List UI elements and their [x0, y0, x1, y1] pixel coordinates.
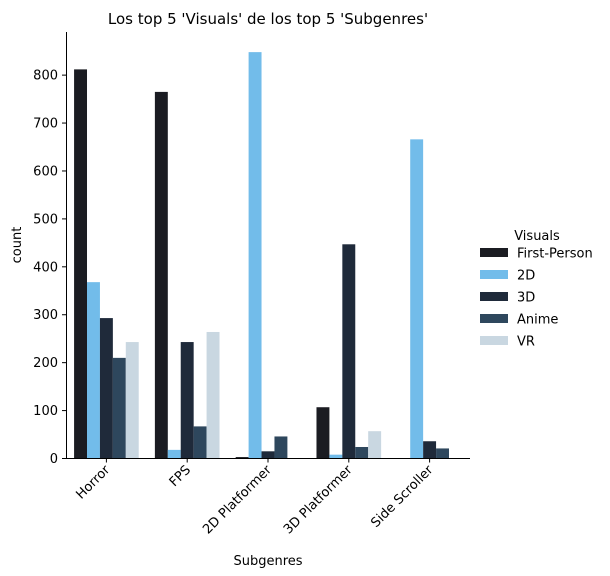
legend-swatch	[480, 292, 508, 301]
y-tick-label: 600	[33, 164, 58, 179]
bar-anime	[436, 448, 449, 459]
bar-anime	[355, 446, 369, 459]
bar-3d	[99, 318, 113, 459]
y-axis-ticks: 0 100 200 300 400 500 600 700 800	[33, 69, 66, 467]
bar-2d	[329, 454, 343, 459]
x-tick-label: Side Scroller	[368, 462, 437, 531]
bar-3d	[423, 441, 437, 459]
bar-first-person	[316, 407, 330, 459]
bar-first-person	[154, 91, 168, 459]
y-tick-label: 700	[33, 117, 58, 132]
x-tick-label: 3D Platformer	[281, 462, 356, 537]
plot-area	[74, 52, 449, 459]
legend: Visuals First-Person 2D 3D Anime VR	[480, 229, 593, 350]
bar-anime	[193, 426, 207, 459]
y-tick-label: 200	[33, 356, 58, 371]
legend-entry: 3D	[517, 291, 535, 306]
legend-swatch	[480, 270, 508, 279]
y-tick-label: 500	[33, 212, 58, 227]
x-axis-ticks: Horror FPS 2D Platformer 3D Platformer Side …	[73, 458, 437, 537]
y-axis-label: count	[10, 227, 25, 264]
bar-vr	[125, 342, 139, 459]
legend-entry: First-Person	[517, 247, 593, 262]
legend-entry: Anime	[517, 313, 558, 328]
bar-first-person	[235, 457, 249, 459]
y-tick-label: 100	[33, 404, 58, 419]
bar-3d	[180, 342, 194, 459]
bar-2d	[167, 449, 181, 459]
x-tick-label: 2D Platformer	[200, 462, 275, 537]
bar-2d	[87, 282, 100, 459]
chart-title: Los top 5 'Visuals' de los top 5 'Subgen…	[108, 10, 428, 28]
bar-anime	[112, 357, 126, 459]
legend-swatch	[480, 314, 508, 323]
x-tick-label: FPS	[167, 463, 194, 490]
bar-3d	[261, 451, 275, 459]
bar-vr	[206, 331, 220, 459]
legend-swatch	[480, 336, 508, 345]
x-axis-label: Subgenres	[233, 554, 302, 569]
x-tick-label: Horror	[73, 462, 113, 502]
y-tick-label: 300	[33, 308, 58, 323]
legend-title: Visuals	[514, 229, 560, 244]
bar-anime	[274, 436, 288, 459]
bar-first-person	[74, 69, 88, 459]
y-tick-label: 400	[33, 260, 58, 275]
legend-swatch	[480, 248, 508, 257]
legend-entry: 2D	[517, 269, 535, 284]
legend-entry: VR	[517, 335, 535, 350]
bar-vr	[368, 431, 382, 459]
bar-2d	[248, 52, 262, 459]
bar-2d	[410, 139, 424, 459]
bar-3d	[342, 244, 356, 459]
y-tick-label: 800	[33, 69, 58, 84]
y-tick-label: 0	[50, 452, 58, 467]
